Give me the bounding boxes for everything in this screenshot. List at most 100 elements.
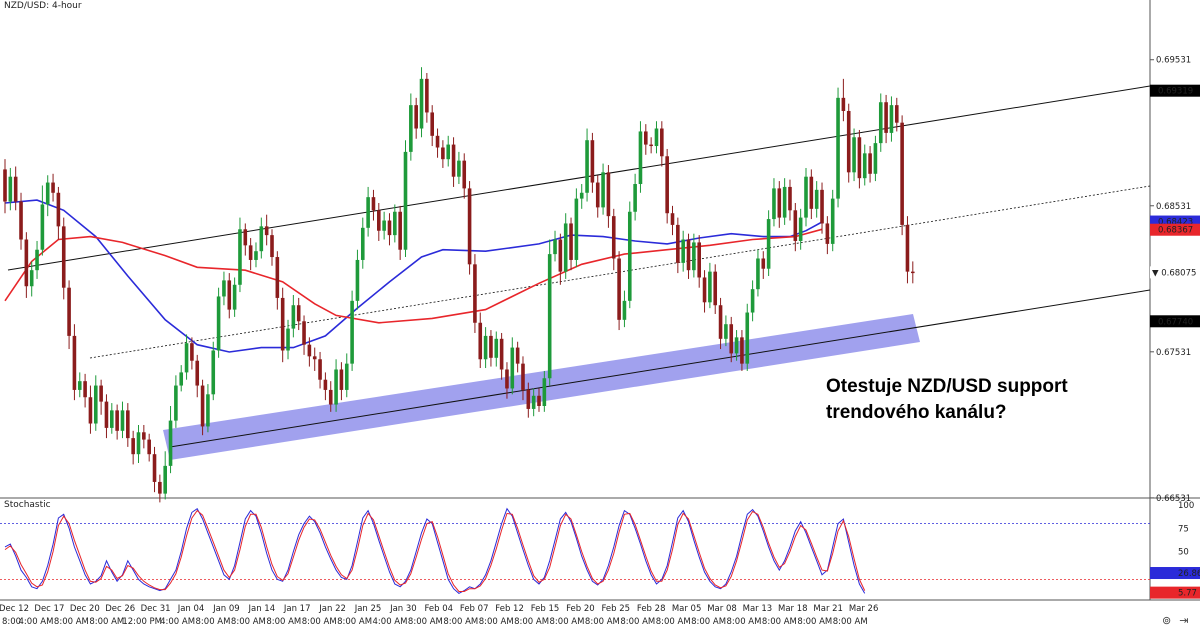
candle-body bbox=[830, 198, 835, 244]
candle-body bbox=[334, 369, 338, 405]
price-label-box bbox=[1150, 223, 1200, 236]
date-tick-label: Mar 13 bbox=[743, 604, 773, 614]
candle-body bbox=[280, 297, 285, 351]
annotation-line-1: Otestuje NZD/USD support bbox=[826, 376, 1068, 397]
candle-body bbox=[403, 151, 408, 250]
candle-body bbox=[387, 220, 392, 236]
candle bbox=[852, 128, 856, 182]
candle bbox=[467, 181, 472, 275]
candle-body bbox=[184, 343, 189, 373]
time-tick-label: 8:00 AM bbox=[231, 617, 266, 627]
time-tick-label: 8:00 AM bbox=[443, 617, 478, 627]
candle bbox=[131, 430, 135, 465]
candle-body bbox=[889, 105, 894, 133]
candle bbox=[61, 217, 66, 300]
candle-body bbox=[756, 258, 760, 290]
time-tick-label: 8:00 AM bbox=[54, 617, 89, 627]
candle-body bbox=[531, 395, 536, 409]
candle bbox=[911, 261, 915, 284]
candle bbox=[686, 233, 691, 279]
candle bbox=[814, 181, 819, 218]
candle bbox=[430, 105, 434, 147]
candle bbox=[334, 359, 338, 412]
candle bbox=[820, 182, 824, 234]
candle-body bbox=[547, 254, 552, 379]
candle bbox=[414, 97, 418, 139]
candle bbox=[857, 129, 862, 189]
candle-body bbox=[398, 211, 402, 250]
candle-body bbox=[190, 343, 194, 361]
date-tick-label: Feb 28 bbox=[637, 604, 666, 614]
candle bbox=[804, 167, 808, 227]
channel-upper-line[interactable] bbox=[7, 85, 1151, 271]
date-tick-label: Dec 26 bbox=[105, 604, 135, 614]
candle bbox=[713, 264, 718, 314]
candle bbox=[446, 135, 451, 167]
candle-body bbox=[894, 105, 899, 123]
candle bbox=[638, 121, 643, 193]
candle-body bbox=[393, 211, 397, 236]
time-tick-label: 8:00 AM bbox=[408, 617, 443, 627]
time-tick-label: 4:00 AM bbox=[373, 617, 408, 627]
candle-body bbox=[254, 251, 258, 260]
candle-body bbox=[638, 131, 643, 185]
candle-body bbox=[862, 153, 867, 179]
candle bbox=[697, 235, 701, 288]
candle bbox=[884, 94, 888, 144]
candle-body bbox=[606, 172, 611, 217]
candle-body bbox=[467, 188, 472, 265]
candle-body bbox=[569, 223, 573, 260]
candle-body bbox=[494, 338, 499, 358]
candle bbox=[377, 202, 381, 241]
candle-body bbox=[553, 239, 557, 255]
candle bbox=[777, 181, 782, 228]
candle-body bbox=[804, 176, 808, 218]
candle-body bbox=[377, 210, 381, 231]
candle bbox=[45, 175, 50, 217]
candle bbox=[393, 204, 397, 243]
candle bbox=[531, 388, 536, 417]
candle-body bbox=[478, 322, 483, 360]
candle-body bbox=[435, 135, 440, 148]
candle bbox=[846, 103, 851, 183]
candle bbox=[745, 303, 750, 371]
candle-body bbox=[718, 305, 723, 339]
candle bbox=[841, 78, 846, 122]
price-label: ▼ 0.68075 bbox=[1152, 268, 1196, 278]
share-icon[interactable]: ⊚ bbox=[1162, 615, 1172, 627]
candle bbox=[435, 128, 440, 158]
candle-body bbox=[67, 287, 71, 336]
candle bbox=[665, 148, 669, 224]
candle bbox=[788, 179, 792, 221]
candle-body bbox=[505, 369, 509, 389]
candle bbox=[542, 370, 547, 412]
arrow-bar-icon[interactable]: ⇥ bbox=[1179, 615, 1189, 627]
candle bbox=[88, 385, 93, 434]
candle bbox=[537, 388, 541, 412]
candle bbox=[734, 330, 739, 361]
date-tick-label: Dec 12 bbox=[0, 604, 29, 614]
candle-body bbox=[29, 270, 34, 287]
chart-annotation: Otestuje NZD/USD support trendového kaná… bbox=[826, 374, 1068, 426]
channel-lower-line[interactable] bbox=[169, 289, 1151, 448]
date-tick-label: Feb 15 bbox=[531, 604, 560, 614]
stoch-value-label: 26.86 bbox=[1178, 569, 1200, 579]
candle bbox=[104, 394, 109, 439]
date-tick-label: Feb 25 bbox=[602, 604, 631, 614]
candle-body bbox=[302, 321, 306, 345]
candle bbox=[862, 144, 867, 186]
chart-symbol-title: NZD/USD: 4-hour bbox=[2, 1, 84, 11]
candle bbox=[750, 280, 755, 322]
candle-body bbox=[120, 410, 125, 431]
candle bbox=[692, 233, 696, 278]
candle bbox=[718, 297, 723, 350]
date-tick-label: Feb 07 bbox=[460, 604, 489, 614]
candle-body bbox=[232, 284, 237, 310]
candle bbox=[179, 365, 184, 392]
time-tick-label: 8:00 AM bbox=[479, 617, 514, 627]
candle bbox=[900, 115, 904, 236]
candle-body bbox=[809, 176, 814, 209]
candle bbox=[590, 132, 595, 193]
